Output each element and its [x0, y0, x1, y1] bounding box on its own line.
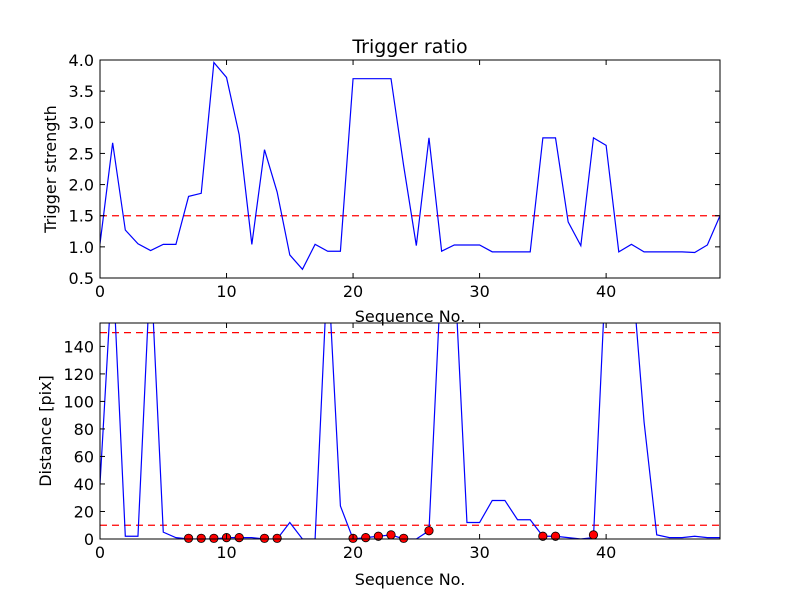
series-line — [100, 61, 720, 271]
x-ticks: 0 10 20 30 40 — [95, 323, 616, 562]
plot-frame — [99, 59, 721, 279]
x-tick-label: 0 — [95, 282, 105, 301]
markers — [183, 526, 599, 543]
chart-title: Trigger ratio — [351, 36, 467, 58]
y-tick-label: 0 — [84, 530, 94, 549]
y-tick-label: 120 — [63, 365, 94, 384]
y-axis-label: Distance [pix] — [36, 375, 55, 487]
x-axis-label: Sequence No. — [355, 570, 466, 589]
x-tick-label: 20 — [343, 282, 363, 301]
x-tick-label: 20 — [343, 543, 363, 562]
data-point-marker — [399, 533, 409, 543]
data-point-marker — [538, 531, 548, 541]
x-tick-label: 30 — [469, 543, 489, 562]
y-tick-label: 1.5 — [69, 207, 94, 226]
data-point-marker — [209, 533, 219, 543]
data-point-marker — [588, 530, 599, 540]
plot-frame — [99, 322, 721, 540]
x-tick-label: 30 — [469, 282, 489, 301]
y-tick-label: 2.5 — [69, 144, 94, 163]
data-point-marker — [259, 533, 270, 543]
y-axis-label: Trigger strength — [41, 105, 60, 234]
data-point-marker — [234, 533, 244, 543]
y-tick-label: 20 — [74, 502, 94, 521]
y-ticks: 0.5 1.0 1.5 2.0 2.5 3.0 3.5 4.0 — [69, 51, 720, 288]
trigger-ratio-plot: Trigger ratio Sequence No. Trigger stren… — [41, 36, 721, 326]
data-point-marker — [272, 533, 282, 543]
x-tick-label: 40 — [596, 282, 616, 301]
y-tick-label: 4.0 — [69, 51, 94, 70]
threshold-lines — [100, 332, 720, 526]
x-tick-label: 40 — [596, 543, 616, 562]
y-tick-label: 3.5 — [69, 82, 94, 101]
y-tick-label: 0.5 — [69, 269, 94, 288]
y-tick-label: 140 — [63, 337, 94, 356]
data-point-marker — [373, 531, 383, 541]
data-point-marker — [424, 526, 434, 536]
data-point-marker — [361, 533, 371, 543]
distance-plot: Sequence No. Distance [pix] 0 10 20 30 40 0 2… — [36, 322, 721, 589]
y-ticks: 0 20 40 60 80 100 120 140 — [63, 337, 720, 549]
x-tick-label: 10 — [216, 282, 236, 301]
y-tick-label: 60 — [74, 447, 94, 466]
data-point-marker — [196, 533, 206, 543]
y-tick-label: 40 — [74, 475, 94, 494]
y-tick-label: 1.0 — [69, 238, 94, 257]
y-tick-label: 2.0 — [69, 176, 94, 195]
x-tick-label: 0 — [95, 543, 105, 562]
y-tick-label: 80 — [74, 420, 94, 439]
series-lines — [100, 61, 720, 271]
data-point-marker — [550, 531, 561, 541]
x-axis-label: Sequence No. — [355, 307, 466, 326]
y-tick-label: 100 — [63, 392, 94, 411]
y-tick-label: 3.0 — [69, 113, 94, 132]
x-ticks: 0 10 20 30 40 — [95, 60, 616, 301]
x-tick-label: 10 — [216, 543, 236, 562]
data-point-marker — [183, 533, 194, 543]
data-point-marker — [386, 530, 396, 540]
